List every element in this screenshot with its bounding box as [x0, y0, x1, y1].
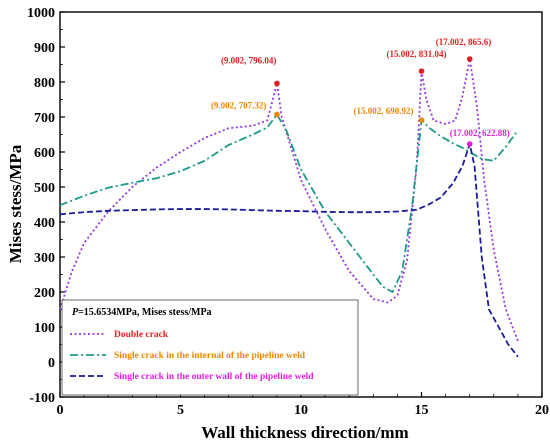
legend-box [61, 299, 359, 396]
x-axis-title: Wall thickness direction/mm [201, 423, 408, 442]
series-line-1 [59, 58, 519, 342]
x-tick-label: 5 [177, 403, 184, 418]
series-lines [59, 58, 519, 358]
y-tick-label: 900 [34, 41, 55, 56]
series-line-2 [59, 113, 519, 293]
y-tick-label: 600 [34, 146, 55, 161]
annotation-point [466, 141, 473, 147]
series-line-3 [59, 143, 519, 358]
y-axis-title: Mises stess/MPa [6, 144, 25, 263]
x-tick-label: 10 [294, 403, 308, 418]
annotation-label: (9.002, 707.32) [211, 100, 266, 110]
annotation-label: (9.002, 796.04) [221, 55, 276, 65]
x-tick-label: 20 [535, 403, 549, 418]
annotation-label: (17.002, 622.88) [450, 128, 510, 138]
y-tick-label: 200 [34, 286, 55, 301]
y-tick-label: 700 [34, 111, 55, 126]
y-tick-label: 0 [48, 356, 55, 371]
y-tick-label: 1000 [27, 6, 55, 21]
y-tick-label: 800 [34, 76, 55, 91]
y-tick-label: 500 [34, 181, 55, 196]
legend-title-rest: =15.6534MPa, Mises stess/MPa [78, 307, 211, 318]
annotation-label: (15.002, 690.92) [354, 106, 414, 116]
y-tick-label: -100 [29, 391, 55, 406]
legend-entry-2: Single crack in the internal of the pipe… [114, 351, 306, 361]
legend: P=15.6534MPa, Mises stess/MPa Double crac… [61, 299, 359, 396]
x-tick-label: 15 [415, 403, 429, 418]
annotation-point [466, 56, 473, 62]
legend-entry-1: Double crack [114, 330, 169, 340]
annotations: (9.002, 796.04) (9.002, 707.32) (15.002, 8… [211, 37, 510, 147]
legend-title: P=15.6534MPa, Mises stess/MPa [72, 307, 212, 318]
axes: 0 5 10 15 20-1000100200300400500600700800900… [27, 6, 549, 418]
x-tick-label: 0 [57, 403, 64, 418]
annotation-point [418, 117, 425, 123]
y-tick-label: 300 [34, 251, 55, 266]
y-tick-label: 400 [34, 216, 55, 231]
annotation-label: (15.002, 831.04) [387, 49, 447, 59]
annotation-point [274, 80, 280, 87]
y-tick-label: 100 [34, 321, 55, 336]
legend-title-italic: P [72, 307, 79, 318]
annotation-point [274, 111, 280, 118]
annotation-point [418, 68, 425, 74]
annotation-label: (17.002, 865.6) [436, 37, 492, 47]
legend-entry-3: Single crack in the outer wall of the pi… [114, 372, 314, 382]
